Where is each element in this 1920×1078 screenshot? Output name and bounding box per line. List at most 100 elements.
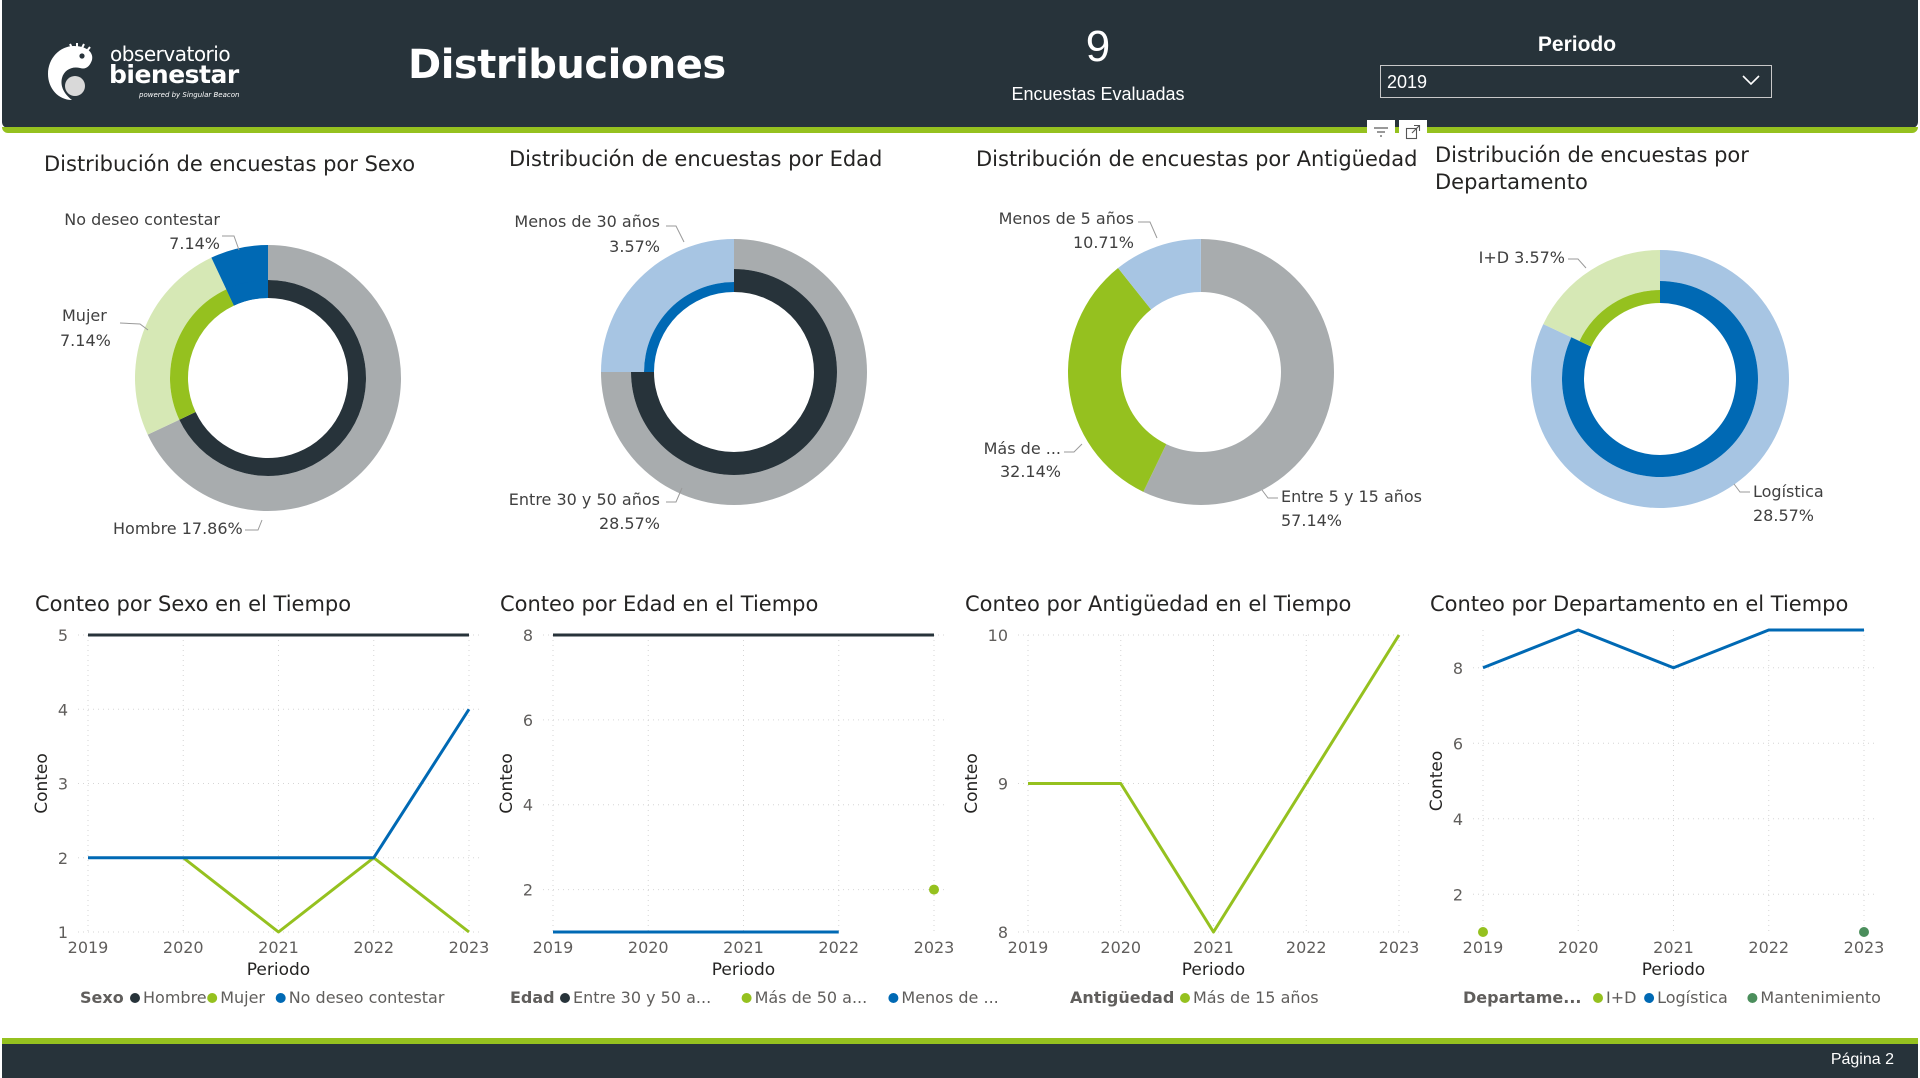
- x-tick-label: 2023: [914, 938, 955, 957]
- x-tick-label: 2023: [1844, 938, 1885, 957]
- x-tick-label: 2020: [628, 938, 669, 957]
- donut-label: Menos de 30 años: [514, 212, 660, 231]
- legend-marker: [1644, 993, 1655, 1003]
- donut-outer-slice: [1543, 250, 1660, 342]
- logo-tagline: powered by Singular Beacon: [139, 91, 240, 99]
- x-tick-label: 2023: [1379, 938, 1420, 957]
- legend-item: Hombre: [143, 988, 207, 1007]
- x-tick-label: 2023: [449, 938, 490, 957]
- kpi-value: 9: [1085, 22, 1111, 71]
- line-edad-title: Conteo por Edad en el Tiempo: [500, 592, 819, 616]
- legend-title: Departame...: [1463, 988, 1581, 1007]
- series-point: [1859, 927, 1869, 937]
- header-bar: observatorio bienestar powered by Singul…: [2, 0, 1918, 128]
- legend-item: Más de 50 a...: [755, 988, 868, 1007]
- legend-marker: [207, 993, 218, 1003]
- donut-inner-slice: [644, 282, 734, 372]
- donut-leader-line: [1733, 483, 1750, 493]
- donut-leader-line: [1138, 221, 1158, 239]
- legend-item: Mantenimiento: [1760, 988, 1881, 1007]
- donut-label: 7.14%: [169, 234, 220, 253]
- y-tick-label: 6: [523, 711, 533, 730]
- filter-icon: [1374, 127, 1388, 137]
- y-axis-label: Conteo: [497, 753, 517, 814]
- donut-leader-line: [666, 225, 685, 243]
- y-tick-label: 8: [1453, 659, 1463, 678]
- focus-mode-button[interactable]: [1399, 120, 1427, 144]
- chameleon-logo-icon: [48, 43, 93, 100]
- donut-leader-line: [1064, 443, 1083, 453]
- y-tick-label: 10: [988, 626, 1008, 645]
- logo-text-bienestar: bienestar: [109, 60, 239, 89]
- x-tick-label: 2022: [1748, 938, 1789, 957]
- series-point: [929, 884, 939, 895]
- footer-accent-stripe: [2, 1038, 1918, 1045]
- legend-item: Entre 30 y 50 a...: [573, 988, 711, 1007]
- x-tick-label: 2020: [163, 938, 204, 957]
- legend-item: Logística: [1657, 988, 1728, 1007]
- donut-outer-slice: [1118, 239, 1201, 310]
- donut-label: Más de ...: [983, 439, 1061, 458]
- page-title: Distribuciones: [408, 42, 726, 88]
- donut-leader-line: [666, 487, 683, 503]
- y-tick-label: 2: [523, 881, 533, 900]
- series-line: [1482, 628, 1864, 670]
- x-tick-label: 2019: [1008, 938, 1049, 957]
- legend-title: Antigüedad: [1070, 988, 1174, 1007]
- legend-item: Mujer: [220, 988, 265, 1007]
- y-tick-label: 2: [1453, 885, 1463, 904]
- line-antiguedad-title: Conteo por Antigüedad en el Tiempo: [965, 592, 1352, 616]
- donut-label: Mujer: [62, 306, 107, 325]
- x-tick-label: 2020: [1100, 938, 1141, 957]
- donut-outer-slice: [1143, 239, 1334, 505]
- donut-departamento-title: Distribución de encuestas por Departamen…: [1435, 143, 1749, 194]
- periodo-dropdown[interactable]: 2019: [1380, 65, 1772, 98]
- donut-label: No deseo contestar: [64, 210, 220, 229]
- donut-label: I+D 3.57%: [1478, 248, 1565, 267]
- page-indicator[interactable]: Página 2: [1830, 1051, 1894, 1068]
- donut-leader-line: [1568, 258, 1587, 269]
- y-axis-label: Conteo: [1427, 751, 1447, 812]
- donut-leader-line: [1261, 489, 1278, 499]
- donut-label: Entre 5 y 15 años: [1281, 487, 1423, 506]
- donut-label: 32.14%: [999, 462, 1061, 481]
- y-tick-label: 2: [58, 849, 68, 868]
- donut-label: 28.57%: [1753, 506, 1815, 525]
- filter-button[interactable]: [1367, 120, 1395, 144]
- donut-label: Hombre 17.86%: [113, 519, 243, 538]
- donut-inner-slice: [170, 289, 234, 420]
- x-tick-label: 2019: [1463, 938, 1504, 957]
- legend-marker: [1747, 993, 1758, 1003]
- visual-header-icons: [1367, 120, 1427, 144]
- legend-marker: [1180, 993, 1190, 1003]
- slicer-title: Periodo: [1537, 33, 1617, 56]
- legend-title: Sexo: [80, 988, 124, 1007]
- donut-label: 57.14%: [1281, 511, 1343, 530]
- donut-leader-line: [119, 322, 149, 331]
- footer-bar: Página 2: [2, 1044, 1918, 1078]
- logo-text-observatorio: observatorio: [110, 42, 231, 66]
- donut-outer-slice: [601, 239, 734, 372]
- donut-label: 28.57%: [598, 514, 660, 533]
- donut-label: Menos de 5 años: [998, 209, 1134, 228]
- x-tick-label: 2022: [353, 938, 394, 957]
- y-tick-label: 4: [58, 700, 68, 719]
- donut-label: Entre 30 y 50 años: [508, 490, 660, 509]
- donut-sexo-title: Distribución de encuestas por Sexo: [44, 152, 416, 176]
- legend-marker: [130, 993, 140, 1003]
- donut-leader-line: [245, 519, 263, 531]
- donut-inner-slice: [226, 280, 268, 306]
- series-line: [182, 856, 470, 934]
- x-tick-label: 2021: [258, 938, 299, 957]
- x-tick-label: 2019: [68, 938, 109, 957]
- legend-item: I+D: [1606, 988, 1636, 1007]
- logo: observatorio bienestar powered by Singul…: [42, 42, 242, 104]
- series-line: [88, 708, 471, 860]
- y-tick-label: 8: [523, 626, 533, 645]
- line-departamento-title: Conteo por Departamento en el Tiempo: [1430, 592, 1849, 616]
- y-tick-label: 1: [58, 923, 68, 942]
- x-tick-label: 2021: [1653, 938, 1694, 957]
- x-tick-label: 2021: [723, 938, 764, 957]
- donut-label: 3.57%: [609, 237, 660, 256]
- y-axis-label: Conteo: [32, 753, 52, 814]
